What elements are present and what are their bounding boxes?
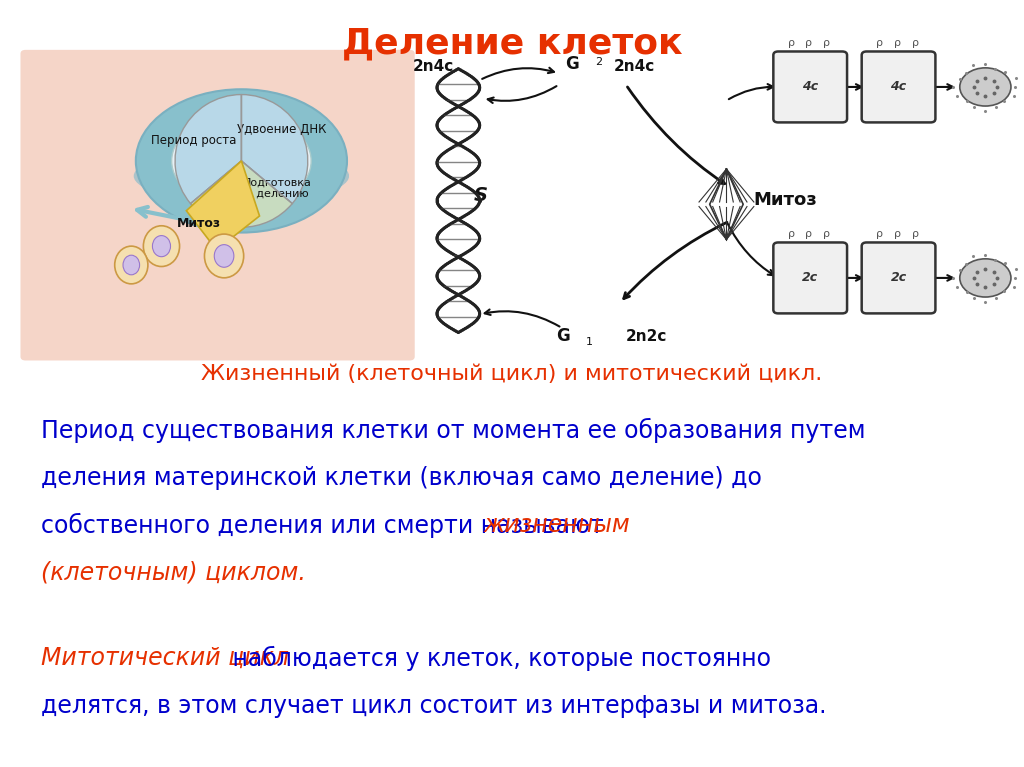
- Text: 4c: 4c: [891, 81, 906, 94]
- Text: жизненным: жизненным: [484, 513, 631, 537]
- FancyBboxPatch shape: [773, 242, 847, 314]
- Text: 4c: 4c: [802, 81, 818, 94]
- Polygon shape: [186, 161, 259, 250]
- Wedge shape: [242, 94, 308, 203]
- Text: Удвоение ДНК: Удвоение ДНК: [238, 123, 327, 136]
- Text: 2n4c: 2n4c: [613, 59, 655, 74]
- Text: ρ: ρ: [787, 229, 795, 239]
- Wedge shape: [175, 94, 242, 203]
- Text: деления материнской клетки (включая само деление) до: деления материнской клетки (включая само…: [41, 466, 762, 489]
- Text: Период существования клетки от момента ее образования путем: Период существования клетки от момента е…: [41, 418, 865, 443]
- Text: ρ: ρ: [876, 38, 883, 48]
- Circle shape: [959, 67, 1011, 106]
- Circle shape: [959, 258, 1011, 297]
- Text: делятся, в этом случает цикл состоит из интерфазы и митоза.: делятся, в этом случает цикл состоит из …: [41, 694, 826, 718]
- Text: ρ: ρ: [806, 38, 812, 48]
- Text: S: S: [473, 186, 487, 205]
- Ellipse shape: [214, 245, 233, 267]
- FancyBboxPatch shape: [861, 242, 935, 314]
- Text: собственного деления или смерти называют: собственного деления или смерти называют: [41, 513, 611, 538]
- Text: 2: 2: [595, 57, 602, 67]
- Ellipse shape: [136, 89, 347, 232]
- Ellipse shape: [134, 149, 349, 203]
- Text: 2c: 2c: [891, 272, 906, 285]
- Text: ρ: ρ: [894, 38, 901, 48]
- Text: ρ: ρ: [823, 38, 830, 48]
- Text: ρ: ρ: [894, 229, 901, 239]
- Ellipse shape: [115, 246, 147, 284]
- Text: Период роста: Период роста: [152, 134, 237, 147]
- Ellipse shape: [123, 255, 139, 275]
- Text: ρ: ρ: [876, 229, 883, 239]
- FancyBboxPatch shape: [861, 51, 935, 123]
- Text: ρ: ρ: [787, 38, 795, 48]
- Text: ρ: ρ: [823, 229, 830, 239]
- FancyBboxPatch shape: [20, 50, 415, 360]
- Text: 2n4c: 2n4c: [413, 59, 454, 74]
- Text: Деление клеток: Деление клеток: [342, 27, 682, 61]
- Text: Митоз: Митоз: [754, 191, 817, 209]
- Text: G: G: [556, 327, 569, 344]
- Text: Подготовка
к делению: Подготовка к делению: [243, 177, 311, 199]
- Text: наблюдается у клеток, которые постоянно: наблюдается у клеток, которые постоянно: [224, 647, 771, 671]
- Text: (клеточным) циклом.: (клеточным) циклом.: [41, 561, 306, 584]
- Text: Митоз: Митоз: [177, 217, 221, 230]
- Ellipse shape: [172, 114, 311, 209]
- Wedge shape: [190, 161, 292, 227]
- Text: 2c: 2c: [802, 272, 818, 285]
- Ellipse shape: [205, 234, 244, 278]
- Ellipse shape: [153, 235, 171, 257]
- Text: 2n2c: 2n2c: [626, 329, 668, 344]
- Text: Митотический цикл: Митотический цикл: [41, 647, 289, 670]
- Text: ρ: ρ: [911, 229, 919, 239]
- Text: ρ: ρ: [911, 38, 919, 48]
- Text: Жизненный (клеточный цикл) и митотический цикл.: Жизненный (клеточный цикл) и митотически…: [202, 364, 822, 384]
- Text: ρ: ρ: [806, 229, 812, 239]
- FancyBboxPatch shape: [773, 51, 847, 123]
- Text: G: G: [565, 54, 579, 73]
- Text: 1: 1: [587, 337, 593, 347]
- Ellipse shape: [143, 225, 179, 266]
